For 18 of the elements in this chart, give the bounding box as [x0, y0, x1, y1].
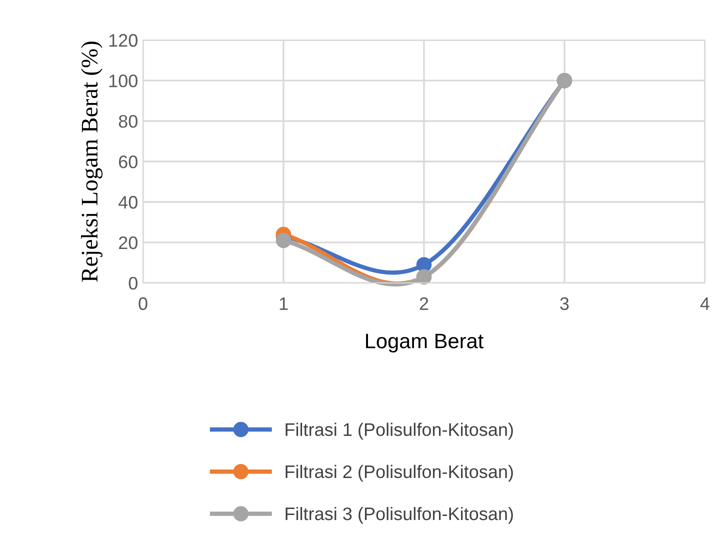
- legend-label: Filtrasi 3 (Polisulfon-Kitosan): [286, 506, 513, 524]
- y-tick-label: 60: [118, 155, 138, 168]
- y-tick-label: 20: [118, 236, 138, 250]
- x-tick-label: 2: [420, 297, 428, 310]
- legend-label: Filtrasi 2 (Polisulfon-Kitosan): [286, 464, 513, 482]
- x-tick-label: 0: [138, 297, 148, 310]
- x-tick-label: 1: [280, 297, 288, 310]
- y-axis-title: Rejeksi Logam Berat (%): [81, 42, 102, 282]
- y-tick-label: 100: [109, 74, 138, 88]
- y-tick-label: 40: [118, 196, 138, 209]
- legend-label: Filtrasi 1 (Polisulfon-Kitosan): [286, 422, 513, 440]
- y-tick-label: 0: [128, 276, 138, 290]
- x-tick-label: 3: [560, 297, 569, 310]
- y-tick-label: 80: [118, 114, 138, 128]
- y-tick-label: 120: [109, 34, 138, 47]
- point: [276, 232, 292, 248]
- x-tick-label: 4: [700, 297, 710, 310]
- x-axis-title: Logam Berat: [366, 334, 484, 353]
